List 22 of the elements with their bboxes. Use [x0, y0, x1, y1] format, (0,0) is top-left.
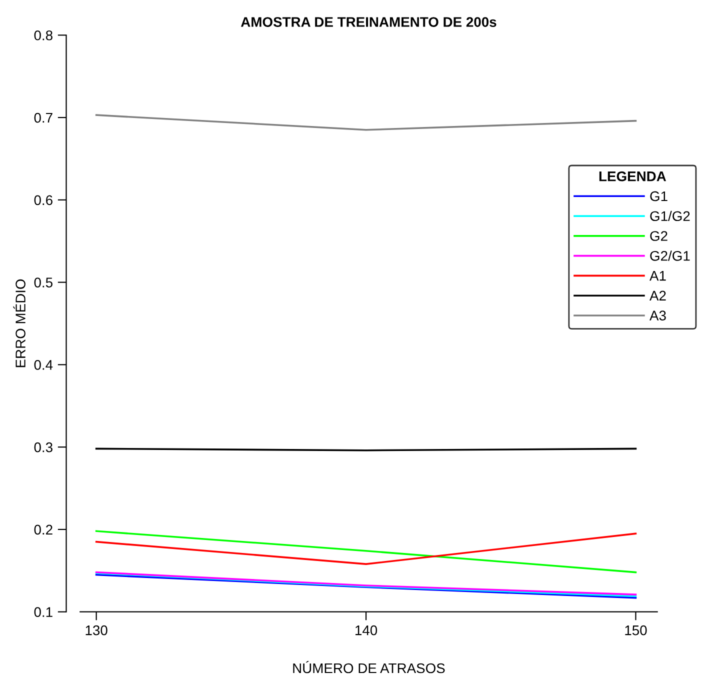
y-tick-label: 0.4 [34, 360, 53, 370]
y-axis-title: ERRO MÉDIO [13, 279, 26, 368]
x-tick-label: 130 [86, 625, 108, 636]
x-tick-label: 150 [625, 625, 647, 636]
legend-label: G2 [650, 231, 668, 241]
y-tick-label: 0.8 [34, 30, 52, 40]
y-tick-label: 0.1 [34, 607, 52, 617]
y-tick-label: 0.5 [34, 278, 52, 288]
x-axis-title: NÚMERO DE ATRASOS [293, 660, 445, 674]
y-tick-label: 0.7 [34, 112, 52, 123]
chart-title: AMOSTRA DE TREINAMENTO DE 200s [240, 17, 496, 27]
y-tick-label: 0.6 [34, 195, 52, 206]
legend-label: G2/G1 [650, 250, 690, 261]
legend-label: A1 [650, 271, 666, 281]
x-tick-label: 140 [356, 625, 378, 636]
y-tick-label: 0.2 [34, 524, 52, 535]
legend-label: A2 [650, 290, 666, 300]
legend-label: G1/G2 [650, 210, 690, 222]
legend-title: LEGENDA [599, 171, 666, 182]
legend-label: G1 [650, 191, 668, 202]
y-tick-label: 0.3 [34, 442, 52, 452]
legend-label: A3 [650, 310, 666, 320]
